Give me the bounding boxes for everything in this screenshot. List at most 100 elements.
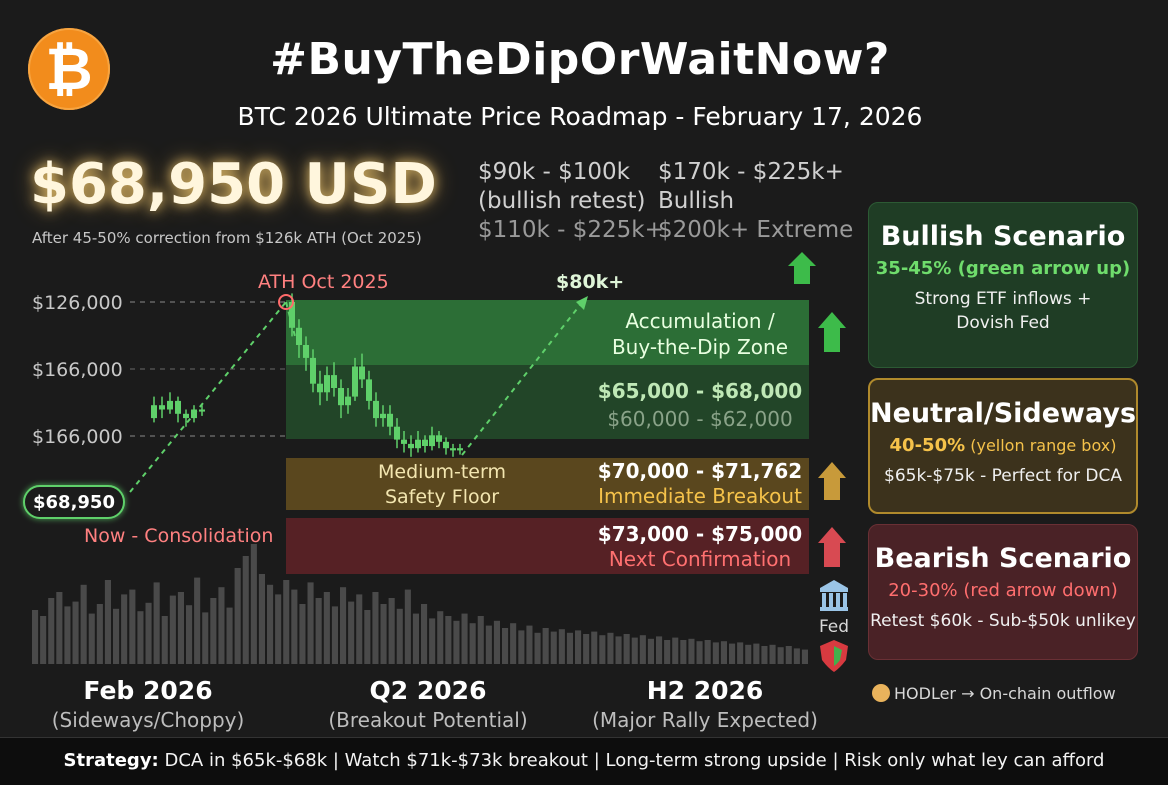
neutral-pct: 40-50% (yellon range box): [870, 435, 1136, 456]
volume-bar: [615, 636, 622, 664]
zone-accum-line2: Buy-the-Dip Zone: [612, 335, 788, 359]
volume-bar: [785, 646, 792, 664]
fed-label: Fed: [819, 617, 849, 637]
volume-bar: [607, 632, 614, 664]
candle-body: [151, 405, 157, 419]
x-label-q2: Q2 2026: [370, 676, 487, 705]
volume-bar: [745, 644, 752, 664]
volume-bar: [404, 589, 411, 664]
candle-body: [429, 435, 435, 447]
volume-bar: [234, 568, 241, 664]
x-sub-q2: (Breakout Potential): [328, 708, 527, 732]
volume-bar: [493, 620, 500, 664]
volume-bar: [96, 604, 103, 664]
candle-body: [199, 409, 205, 412]
volume-bar: [647, 638, 654, 664]
volume-bar: [599, 635, 606, 664]
volume-bar: [56, 592, 63, 664]
volume-bar: [720, 641, 727, 664]
zone-support-range1: $65,000 - $68,000: [598, 379, 802, 403]
high-target-desc: Bullish: [658, 188, 735, 214]
candle-body: [359, 366, 365, 380]
arrow-up-gold-icon: [818, 462, 846, 500]
volume-bar: [445, 616, 452, 664]
trend-line-up: [129, 301, 287, 493]
volume-bar: [250, 544, 257, 664]
candle-body: [401, 439, 407, 444]
zone-support-range2: $60,000 - $62,000: [607, 407, 792, 431]
bearish-desc: Retest $60k - Sub-$50k unlikey: [870, 611, 1136, 631]
volume-bar: [542, 628, 549, 664]
volume-bar: [680, 640, 687, 664]
volume-bar: [226, 607, 233, 664]
volume-bar: [453, 620, 460, 664]
zone-floor-label1: Medium-term: [378, 461, 506, 483]
y-tick-1: $126,000: [32, 292, 123, 314]
volume-bar: [793, 648, 800, 664]
volume-bar: [639, 635, 646, 664]
neutral-scenario-panel: Neutral/Sideways 40-50% (yellon range bo…: [868, 378, 1138, 514]
candle-body: [159, 405, 165, 410]
x-sub-h2: (Major Rally Expected): [592, 708, 818, 732]
volume-bar: [623, 634, 630, 664]
candle-body: [450, 448, 456, 451]
volume-bar: [177, 592, 184, 664]
volume-bar: [396, 608, 403, 664]
volume-bar: [80, 584, 87, 664]
shield-icon: [820, 640, 848, 672]
volume-bar: [40, 616, 47, 664]
target-label: $80k+: [556, 271, 624, 293]
volume-bar: [737, 642, 744, 664]
candle-body: [422, 439, 428, 446]
volume-bar: [186, 605, 193, 664]
candle-body: [317, 383, 323, 393]
neutral-desc: $65k-$75k - Perfect for DCA: [884, 466, 1122, 486]
now-label: Now - Consolidation: [84, 525, 273, 547]
volume-bar: [169, 595, 176, 664]
volume-bar: [283, 580, 290, 664]
candle-body: [303, 345, 309, 358]
volume-bar: [64, 606, 71, 664]
candle-body: [289, 302, 295, 328]
candle-body: [380, 413, 386, 419]
mid-target-alt: $110k - $225k+: [478, 217, 664, 243]
volume-bar: [145, 602, 152, 664]
fed-bank-icon: [820, 580, 848, 611]
volume-bar: [688, 638, 695, 664]
candle-body: [167, 400, 173, 410]
candle-body: [394, 426, 400, 440]
current-price: $68,950 USD: [30, 152, 437, 217]
volume-bar: [518, 630, 525, 664]
mid-target-range: $90k - $100k: [478, 159, 630, 185]
volume-bar: [153, 582, 160, 664]
volume-bar: [550, 631, 557, 664]
bearish-title: Bearish Scenario: [874, 543, 1132, 574]
volume-bar: [777, 647, 784, 664]
volume-bar: [477, 616, 484, 664]
volume-bar: [769, 644, 776, 664]
ath-marker: [278, 294, 294, 310]
x-sub-feb: (Sideways/Choppy): [52, 708, 245, 732]
volume-bar: [753, 643, 760, 664]
volume-bar: [113, 608, 120, 664]
volume-bar: [194, 577, 201, 664]
volume-bar: [202, 612, 209, 664]
pre-candles: [151, 392, 205, 427]
zone-accum-line1: Accumulation /: [625, 309, 775, 333]
candle-body: [338, 388, 344, 406]
volume-bar: [137, 611, 144, 664]
volume-bar: [712, 642, 719, 664]
volume-bar: [696, 641, 703, 664]
page-title: #BuyTheDipOrWaitNow?: [270, 34, 890, 85]
neutral-pct-bold: 40-50%: [889, 435, 966, 456]
volume-bar: [388, 598, 395, 664]
volume-bar: [356, 594, 363, 664]
bearish-pct: 20-30% (red arrow down): [888, 580, 1118, 601]
high-target-range: $170k - $225k+: [658, 159, 844, 185]
volume-bar: [469, 623, 476, 664]
candle-body: [373, 400, 379, 419]
x-label-h2: H2 2026: [647, 676, 764, 705]
candle-body: [436, 435, 442, 442]
volume-bars: [32, 544, 808, 664]
volume-bar: [32, 610, 39, 664]
